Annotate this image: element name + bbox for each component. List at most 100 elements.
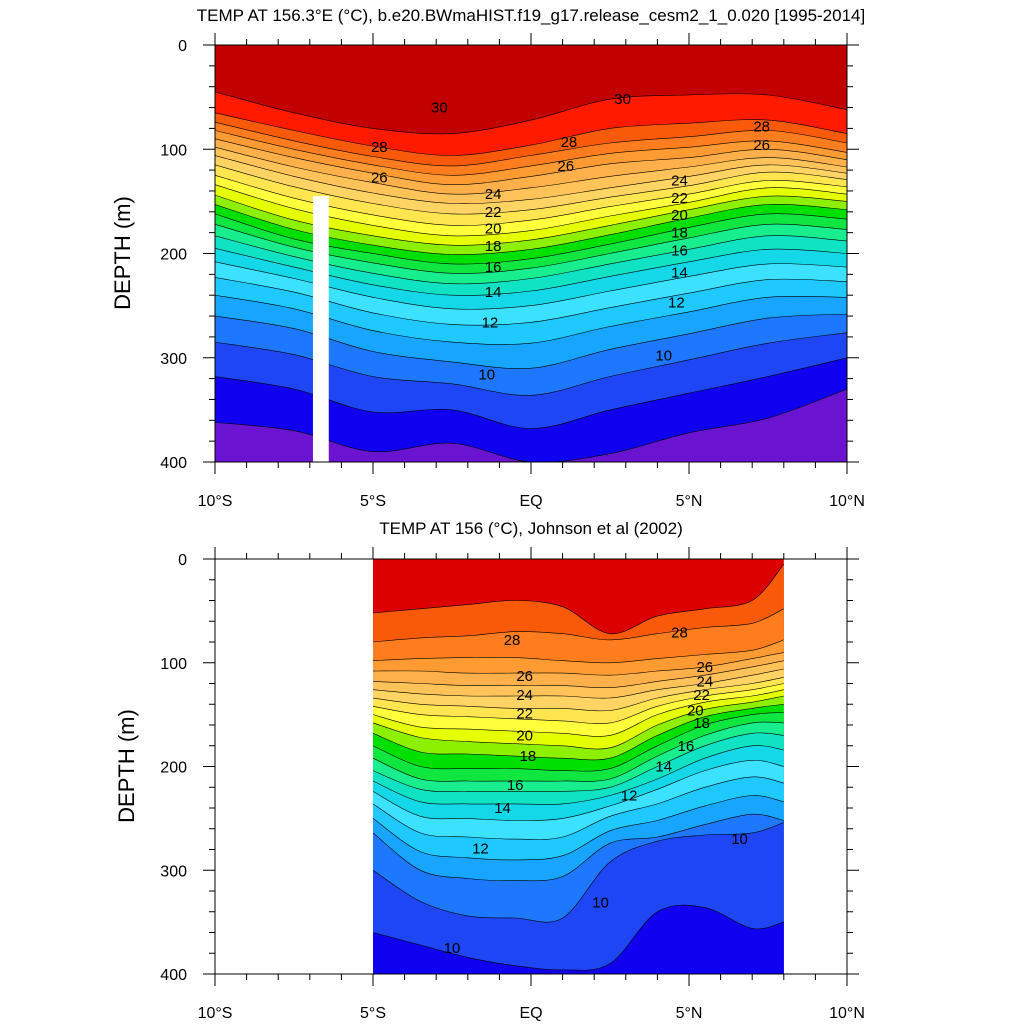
top-contour-label: 30 xyxy=(431,100,448,117)
bottom-contour-line-28 xyxy=(372,608,784,643)
top-contour-label: 14 xyxy=(485,284,502,301)
top-contour-label: 28 xyxy=(753,118,770,135)
bottom-contour-label: 12 xyxy=(621,788,638,805)
bottom-contour-line-13 xyxy=(372,776,784,840)
bottom-axes: 0 100 200 300 400 10°S 5°S EQ 5°N 10°N xyxy=(160,547,865,1022)
bottom-contour-label: 16 xyxy=(507,777,524,794)
missing-data-band xyxy=(312,196,329,462)
bottom-contour-label: 10 xyxy=(731,831,748,848)
bottom-contour-line-29 xyxy=(372,564,785,635)
bottom-contour-label: 28 xyxy=(671,625,688,642)
y-tick-label: 400 xyxy=(160,967,187,984)
bottom-contour-label: 10 xyxy=(444,940,461,957)
top-contour-line-16 xyxy=(215,235,847,285)
bottom-contour-panel: TEMP AT 156 (°C), Johnson et al (2002) 2… xyxy=(114,519,865,1022)
top-contour-line-17 xyxy=(215,223,847,274)
top-contour-label: 26 xyxy=(557,158,574,175)
top-contour-label: 26 xyxy=(753,137,770,154)
top-contour-label: 26 xyxy=(371,169,388,186)
bottom-contour-line-27 xyxy=(372,639,784,664)
x-tick-label: 5°N xyxy=(676,1005,703,1022)
bottom-contour-line-17 xyxy=(372,721,784,782)
top-contour-label: 24 xyxy=(671,173,688,190)
top-band-below-8 xyxy=(215,389,847,462)
top-contour-line-20 xyxy=(215,194,847,246)
x-tick-label: 5°N xyxy=(676,493,703,510)
top-contour-line-23 xyxy=(215,164,847,215)
bottom-contour-line-11 xyxy=(372,813,784,882)
bottom-contour-label: 18 xyxy=(519,748,536,765)
top-contour-lines xyxy=(215,91,847,462)
y-tick-label: 100 xyxy=(160,656,187,673)
y-tick-label: 200 xyxy=(160,247,187,264)
top-missing-data-band xyxy=(312,196,329,462)
top-axes: 0 100 200 300 400 10°S 5°S EQ 5°N 10°N xyxy=(160,33,865,510)
bottom-contour-label: 22 xyxy=(693,687,710,704)
x-tick-label: EQ xyxy=(519,493,542,510)
bottom-contour-line-23 xyxy=(372,677,784,712)
bottom-contour-line-26 xyxy=(372,652,784,676)
bottom-contour-label: 20 xyxy=(516,727,533,744)
bottom-contour-label: 20 xyxy=(687,702,704,719)
top-contour-label: 30 xyxy=(614,91,631,108)
bottom-y-axis-label: DEPTH (m) xyxy=(114,709,139,823)
bottom-contour-label: 24 xyxy=(696,673,713,690)
x-tick-label: 5°S xyxy=(360,493,386,510)
bottom-contour-label: 26 xyxy=(696,659,713,676)
x-tick-label: 10°N xyxy=(829,493,865,510)
top-contour-label: 22 xyxy=(485,204,502,221)
top-contour-label: 16 xyxy=(671,242,688,259)
bottom-contour-line-15 xyxy=(372,745,784,805)
top-contour-label: 24 xyxy=(485,186,502,203)
bottom-filled-contours xyxy=(373,559,784,974)
bottom-band-below-9 xyxy=(373,905,784,974)
x-tick-label: EQ xyxy=(519,1005,542,1022)
top-contour-label: 12 xyxy=(482,314,499,331)
top-contour-line-25 xyxy=(215,146,847,195)
bottom-contour-line-10 xyxy=(372,822,784,923)
bottom-contour-line-25 xyxy=(372,660,784,689)
bottom-contour-label: 10 xyxy=(592,894,609,911)
bottom-contour-line-16 xyxy=(372,732,784,793)
top-contour-line-26 xyxy=(215,138,847,186)
y-tick-label: 0 xyxy=(178,552,187,569)
top-contour-label: 22 xyxy=(671,190,688,207)
top-filled-contours xyxy=(215,45,847,462)
top-contour-label: 18 xyxy=(671,225,688,242)
bottom-contour-label: 26 xyxy=(516,668,533,685)
y-tick-label: 200 xyxy=(160,760,187,777)
bottom-contour-line-24 xyxy=(372,668,784,699)
bottom-contour-lines xyxy=(372,564,785,974)
top-contour-panel: TEMP AT 156.3°E (°C), b.e20.BWmaHIST.f19… xyxy=(110,6,865,510)
top-contour-label: 28 xyxy=(371,139,388,156)
top-chart-title: TEMP AT 156.3°E (°C), b.e20.BWmaHIST.f19… xyxy=(197,6,865,25)
top-contour-line-29 xyxy=(215,112,847,156)
x-tick-label: 10°S xyxy=(198,1005,233,1022)
bottom-contour-line-21 xyxy=(372,689,784,737)
bottom-contour-labels: 28 28262624242222202018181616141412121010… xyxy=(444,625,748,957)
y-tick-label: 300 xyxy=(160,351,187,368)
bottom-contour-line-9 xyxy=(372,904,784,971)
top-contour-line-15 xyxy=(215,247,847,296)
x-tick-label: 10°N xyxy=(829,1005,865,1022)
top-contour-line-19 xyxy=(215,203,847,255)
bottom-contour-label: 24 xyxy=(516,687,533,704)
top-contour-line-30 xyxy=(215,91,847,135)
top-contour-label: 18 xyxy=(485,238,502,255)
bottom-contour-line-19 xyxy=(372,704,784,761)
top-contour-label: 16 xyxy=(485,259,502,276)
bottom-contour-line-22 xyxy=(372,683,784,724)
x-tick-label: 5°S xyxy=(360,1005,386,1022)
bottom-contour-label: 14 xyxy=(655,759,672,776)
bottom-contour-line-18 xyxy=(372,712,784,772)
top-contour-label: 20 xyxy=(485,220,502,237)
bottom-contour-label: 28 xyxy=(504,632,521,649)
top-contour-line-18 xyxy=(215,213,847,265)
top-contour-label: 14 xyxy=(671,264,688,281)
top-contour-label: 28 xyxy=(561,134,578,151)
bottom-contour-line-14 xyxy=(372,759,784,821)
y-tick-label: 300 xyxy=(160,863,187,880)
bottom-contour-label: 12 xyxy=(472,840,489,857)
